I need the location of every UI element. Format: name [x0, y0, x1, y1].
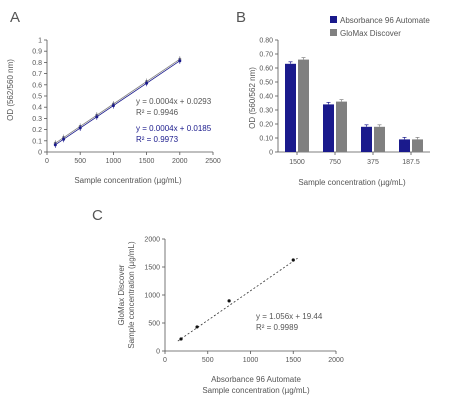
- panel-b: B OD (560/562 nm) Sample concentration (…: [236, 9, 430, 187]
- panel-b-y-tick-label: 0.20: [259, 122, 273, 129]
- panel-a-label: A: [10, 9, 20, 26]
- panel-b-label: B: [236, 9, 246, 26]
- panel-c-y-tick-label: 500: [148, 321, 160, 328]
- panel-b-x-axis-label: Sample concentration (µg/mL): [298, 178, 406, 187]
- legend-swatch-glomax: [330, 29, 337, 36]
- panel-c-point: [195, 325, 199, 329]
- panel-b-bar-s1: [285, 63, 296, 152]
- panel-a-y-tick-label: 0.5: [32, 94, 42, 101]
- panel-c-x-axis-label: Absorbance 96 Automate: [211, 375, 301, 384]
- panel-c-point: [291, 258, 295, 262]
- panel-c-label: C: [92, 207, 103, 224]
- panel-a-y-tick-label: 1: [38, 38, 42, 45]
- panel-a-y-tick-label: 0.8: [32, 60, 42, 67]
- legend-swatch-absorbance: [330, 16, 337, 23]
- panel-c-x-axis-label-2: Sample concentration (µg/mL): [202, 386, 310, 395]
- panel-a-x-tick-label: 0: [45, 158, 49, 165]
- panel-c-x-tick-label: 2000: [328, 357, 344, 364]
- panel-a-x-tick-label: 2000: [172, 158, 188, 165]
- panel-a-y-tick-label: 0.7: [32, 71, 42, 78]
- panel-a-point-s2: [111, 104, 115, 108]
- panel-c-y-tick-label: 2000: [144, 237, 160, 244]
- panel-c-y-axis-label-2: Sample concentration (µg/mL): [127, 241, 136, 349]
- panel-b-bar-s2: [298, 59, 309, 152]
- panel-b-bar-s1: [361, 126, 372, 152]
- panel-b-bar-s2: [412, 139, 423, 152]
- panel-b-x-tick-label: 1500: [289, 159, 305, 166]
- panel-b-y-tick-label: 0.30: [259, 108, 273, 115]
- panel-b-y-tick-label: 0.80: [259, 38, 273, 45]
- panel-b-y-tick-label: 0.10: [259, 136, 273, 143]
- panel-c-y-tick-label: 0: [156, 349, 160, 356]
- panel-a-x-tick-label: 2500: [205, 158, 221, 165]
- panel-a-point-s2: [53, 143, 57, 147]
- panel-b-bar-s1: [323, 104, 334, 152]
- panel-a-x-tick-label: 1500: [139, 158, 155, 165]
- panel-b-bar-s2: [374, 126, 385, 152]
- panel-a-y-tick-label: 0.4: [32, 105, 42, 112]
- panel-c-points: [179, 258, 295, 341]
- panel-a-x-tick-label: 1000: [106, 158, 122, 165]
- panel-b-bar-s2: [336, 101, 347, 152]
- panel-c-y-tick-label: 1000: [144, 293, 160, 300]
- panel-c-point: [179, 337, 183, 341]
- panel-a-y-tick-label: 0.6: [32, 82, 42, 89]
- panel-a-y-tick-label: 0.3: [32, 116, 42, 123]
- panel-c-x-tick-label: 500: [202, 357, 214, 364]
- panel-c-axes: 0 500 1000 1500 2000 0 500 1000 1500 2000: [144, 237, 343, 365]
- panel-c-x-tick-label: 1500: [285, 357, 301, 364]
- legend-label-glomax: GloMax Discover: [340, 29, 401, 38]
- panel-b-y-tick-label: 0.50: [259, 80, 273, 87]
- panel-b-axes: 0 0.10 0.20 0.30 0.40 0.50 0.60 0.70 0.80 1500 750…: [259, 38, 430, 166]
- panel-c-x-tick-label: 1000: [243, 357, 259, 364]
- panel-a-lines: [55, 58, 181, 146]
- panel-b-legend: Absorbance 96 Automate GloMax Discover: [330, 16, 430, 38]
- panel-a-r2-2: R² = 0.9973: [136, 135, 179, 144]
- panel-a-equation-1: y = 0.0004x + 0.0293: [136, 97, 212, 106]
- panel-b-bar-s1: [399, 139, 410, 152]
- panel-b-x-tick-label: 750: [329, 159, 341, 166]
- panel-a-axes: 0 0.1 0.2 0.3 0.4 0.5 0.6 0.7 0.8 0.9 1 0 500 1000 150…: [32, 38, 221, 166]
- panel-a-equation-2: y = 0.0004x + 0.0185: [136, 124, 212, 133]
- panel-c-y-axis-label: GloMax Discover: [117, 264, 126, 325]
- panel-c-r2: R² = 0.9989: [256, 323, 299, 332]
- panel-c-x-tick-label: 0: [163, 357, 167, 364]
- panel-b-y-tick-label: 0.60: [259, 66, 273, 73]
- panel-a-y-tick-label: 0: [38, 150, 42, 157]
- panel-a-point-s2: [78, 126, 82, 130]
- panel-b-x-tick-label: 375: [367, 159, 379, 166]
- panel-c-y-tick-label: 1500: [144, 265, 160, 272]
- panel-b-y-axis-label: OD (560/562 nm): [248, 67, 257, 129]
- panel-a-x-axis-label: Sample concentration (µg/mL): [74, 176, 182, 185]
- panel-a-point-s2: [178, 59, 182, 63]
- panel-a-points: [53, 56, 182, 148]
- legend-label-absorbance: Absorbance 96 Automate: [340, 16, 430, 25]
- panel-a-point-s2: [95, 115, 99, 119]
- panel-a-trendline-1: [55, 58, 181, 144]
- panel-a: A OD (562/560 nm) Sample concentration (…: [6, 9, 221, 185]
- panel-c-point: [227, 299, 231, 303]
- panel-b-y-tick-label: 0.40: [259, 94, 273, 101]
- panel-b-y-tick-label: 0.70: [259, 52, 273, 59]
- panel-a-y-axis-label: OD (562/560 nm): [6, 59, 15, 121]
- panel-a-r2-1: R² = 0.9946: [136, 108, 179, 117]
- panel-a-y-tick-label: 0.9: [32, 49, 42, 56]
- panel-a-x-tick-label: 500: [74, 158, 86, 165]
- panel-c-equation: y = 1.056x + 19.44: [256, 312, 323, 321]
- panel-a-point-s2: [62, 137, 66, 141]
- panel-b-bars: [285, 57, 423, 152]
- panel-b-y-tick-label: 0: [269, 150, 273, 157]
- panel-a-point-s2: [145, 81, 149, 85]
- panel-c: C GloMax Discover Sample concentration (…: [92, 207, 344, 395]
- panel-a-y-tick-label: 0.1: [32, 138, 42, 145]
- panel-a-y-tick-label: 0.2: [32, 127, 42, 134]
- panel-b-x-tick-label: 187.5: [402, 159, 420, 166]
- panel-a-trendline-2: [55, 60, 181, 146]
